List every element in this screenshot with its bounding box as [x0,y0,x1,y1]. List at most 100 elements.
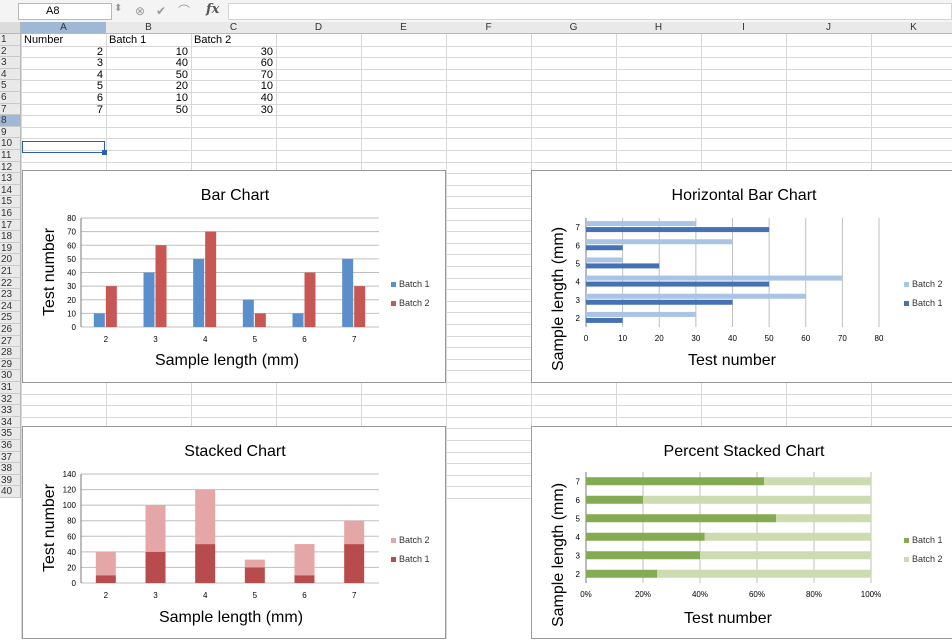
table-cell[interactable]: 4 [96,69,103,81]
spreadsheet-grid[interactable]: A B C D E F G H I J K 1 2 3 4 5 6 7 8 9 10 11 12 13 14 15 16 17 18 19… [0,22,952,639]
column-header-c[interactable]: C [191,22,277,34]
hbar-chart-bar-batch1 [586,299,733,305]
row-header-28[interactable]: 28 [0,347,21,359]
selected-cell[interactable] [22,141,105,153]
table-cell[interactable]: 70 [260,69,273,81]
table-cell[interactable]: 7 [96,104,103,116]
row-header-3[interactable]: 3 [0,57,21,69]
cell-header-1[interactable]: Batch 1 [109,34,147,46]
row-header-13[interactable]: 13 [0,173,21,185]
row-header-27[interactable]: 27 [0,336,21,347]
table-cell[interactable]: 10 [260,80,273,92]
column-header-f[interactable]: F [446,22,532,34]
row-header-39[interactable]: 39 [0,475,21,486]
table-cell[interactable]: 40 [260,92,273,104]
row-header-21[interactable]: 21 [0,266,21,278]
select-all-corner[interactable] [0,22,21,34]
row-header-14[interactable]: 14 [0,185,21,196]
table-cell[interactable]: 50 [175,104,188,116]
horizontal-bar-chart[interactable]: Horizontal Bar Chart 0 10 20 30 40 50 60 70 80 2 3 4… [531,170,952,383]
hbar-chart-bar-batch1 [586,263,660,269]
bar-chart-bar-batch1 [342,258,354,327]
table-cell[interactable]: 3 [96,57,103,69]
row-header-4[interactable]: 4 [0,69,21,80]
row-header-5[interactable]: 5 [0,80,21,92]
stacked-chart[interactable]: Stacked Chart 0 20 40 60 80 100 120 140 2 3 4 5 6 7 Sam… [22,426,446,639]
table-cell[interactable]: 10 [175,46,188,58]
bar-chart-ylabel: Test number [41,227,58,316]
row-header-34[interactable]: 34 [0,417,21,428]
row-header-32[interactable]: 32 [0,394,21,405]
cell-header-0[interactable]: Number [24,34,64,46]
row-header-30[interactable]: 30 [0,370,21,382]
column-header-d[interactable]: D [276,22,362,34]
row-header-40[interactable]: 40 [0,486,21,498]
percent-stacked-chart[interactable]: Percent Stacked Chart 0% 20% 40% 60% 80% 100% 2… [531,426,952,639]
stacked-chart-svg: Stacked Chart 0 20 40 60 80 100 120 140 2 3 4 5 6 7 Sam… [41,443,430,626]
stacked-chart-xtick: 4 [203,591,208,600]
bar-chart[interactable]: Bar Chart 0 10 20 30 40 50 60 70 80 2 3 4 5 6 7 Sample l… [22,170,446,383]
row-header-33[interactable]: 33 [0,405,21,417]
table-cell[interactable]: 30 [260,104,273,116]
row-header-9[interactable]: 9 [0,127,21,138]
cell-header-2[interactable]: Batch 2 [194,34,232,46]
row-header-8[interactable]: 8 [0,115,21,127]
column-header-b[interactable]: B [106,22,192,34]
row-header-26[interactable]: 26 [0,324,21,336]
row-header-2[interactable]: 2 [0,46,21,57]
row-header-6[interactable]: 6 [0,92,21,104]
row-header-10[interactable]: 10 [0,138,21,150]
hbar-chart-title: Horizontal Bar Chart [672,187,818,204]
pct-chart-legend-swatch-0 [904,538,909,543]
column-header-i[interactable]: I [701,22,787,34]
table-cell[interactable]: 10 [175,92,188,104]
function-wizard-icon[interactable]: ⌒ [178,4,191,18]
row-header-31[interactable]: 31 [0,382,21,394]
column-header-j[interactable]: J [786,22,872,34]
row-header-23[interactable]: 23 [0,289,21,301]
row-header-12[interactable]: 12 [0,162,21,173]
row-header-19[interactable]: 19 [0,243,21,254]
stacked-chart-title: Stacked Chart [184,443,286,460]
pct-chart-legend-label-0: Batch 1 [912,535,943,545]
table-cell[interactable]: 6 [96,92,103,104]
row-header-1[interactable]: 1 [0,34,21,46]
fill-handle[interactable] [102,150,107,155]
row-header-15[interactable]: 15 [0,196,21,208]
row-header-20[interactable]: 20 [0,254,21,266]
row-header-18[interactable]: 18 [0,231,21,243]
table-cell[interactable]: 30 [260,46,273,58]
cancel-icon[interactable]: ⊗ [135,4,146,18]
hbar-chart-bar-batch2 [586,221,696,227]
column-header-g[interactable]: G [531,22,617,34]
table-cell[interactable]: 20 [175,80,188,92]
name-box-stepper-icon[interactable]: ⬍ [114,3,123,14]
table-cell[interactable]: 60 [260,57,273,69]
hbar-chart-bar-batch1 [586,317,623,323]
row-header-37[interactable]: 37 [0,452,21,463]
fx-icon[interactable]: fx [206,2,220,17]
table-cell[interactable]: 5 [96,80,103,92]
row-header-22[interactable]: 22 [0,278,21,289]
column-header-a[interactable]: A [21,22,107,34]
row-header-16[interactable]: 16 [0,208,21,220]
table-cell[interactable]: 2 [96,46,103,58]
row-header-38[interactable]: 38 [0,463,21,475]
confirm-icon[interactable]: ✔ [156,4,167,18]
column-header-e[interactable]: E [361,22,447,34]
row-header-7[interactable]: 7 [0,104,21,115]
column-header-h[interactable]: H [616,22,702,34]
row-header-24[interactable]: 24 [0,301,21,312]
name-box[interactable]: A8 [18,3,112,20]
row-header-25[interactable]: 25 [0,312,21,324]
row-header-11[interactable]: 11 [0,150,21,162]
table-cell[interactable]: 40 [175,57,188,69]
row-header-36[interactable]: 36 [0,440,21,452]
row-header-17[interactable]: 17 [0,220,21,231]
row-header-35[interactable]: 35 [0,428,21,440]
formula-input[interactable] [228,3,952,20]
bar-chart-ytick: 30 [67,282,76,291]
row-header-29[interactable]: 29 [0,359,21,370]
column-header-k[interactable]: K [871,22,952,34]
table-cell[interactable]: 50 [175,69,188,81]
